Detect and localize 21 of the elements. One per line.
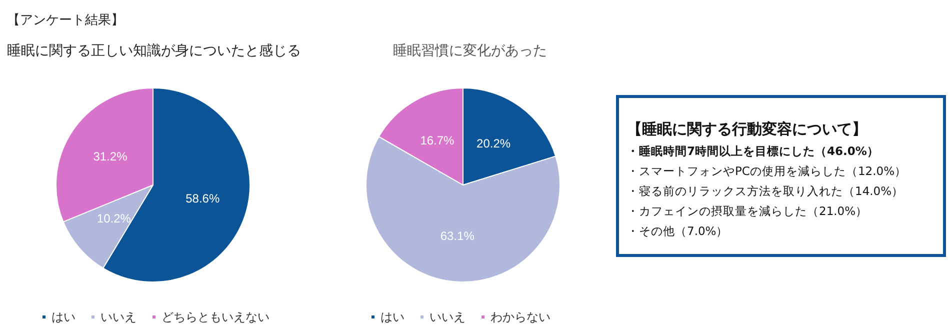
data-label: 58.6%	[186, 192, 220, 206]
legend-label: はい	[380, 310, 404, 324]
data-label: 16.7%	[420, 133, 455, 148]
legend-label: いいえ	[100, 310, 136, 324]
text: ・カフェインの摂取量を減らした（21.0%）	[627, 203, 869, 220]
text: ・その他（7.0%）	[627, 223, 730, 240]
chart-subtitle: 睡眠に関する正しい知識が身についたと感じる	[7, 42, 301, 58]
legend-label: どちらともいえない	[162, 310, 270, 324]
data-label: 31.2%	[93, 149, 128, 164]
legend-label: いいえ	[430, 310, 466, 324]
data-label: 63.1%	[440, 229, 475, 244]
text: ・睡眠時間7時間以上を目標にした（46.0%）	[627, 143, 880, 160]
data-label: 20.2%	[476, 136, 511, 151]
text: ・スマートフォンやPCの使用を減らした（12.0%）	[627, 163, 908, 180]
legend-label: はい	[52, 310, 76, 324]
chart-title: 【アンケート結果】	[7, 12, 124, 27]
text: ・寝る前のリラックス方法を取り入れた（14.0%）	[627, 183, 905, 200]
text: 【睡眠に関する行動変容について】	[627, 120, 868, 139]
legend-label: わからない	[490, 310, 550, 324]
chart-title: 睡眠習慣に変化があった	[393, 42, 547, 58]
data-label: 10.2%	[96, 212, 132, 226]
